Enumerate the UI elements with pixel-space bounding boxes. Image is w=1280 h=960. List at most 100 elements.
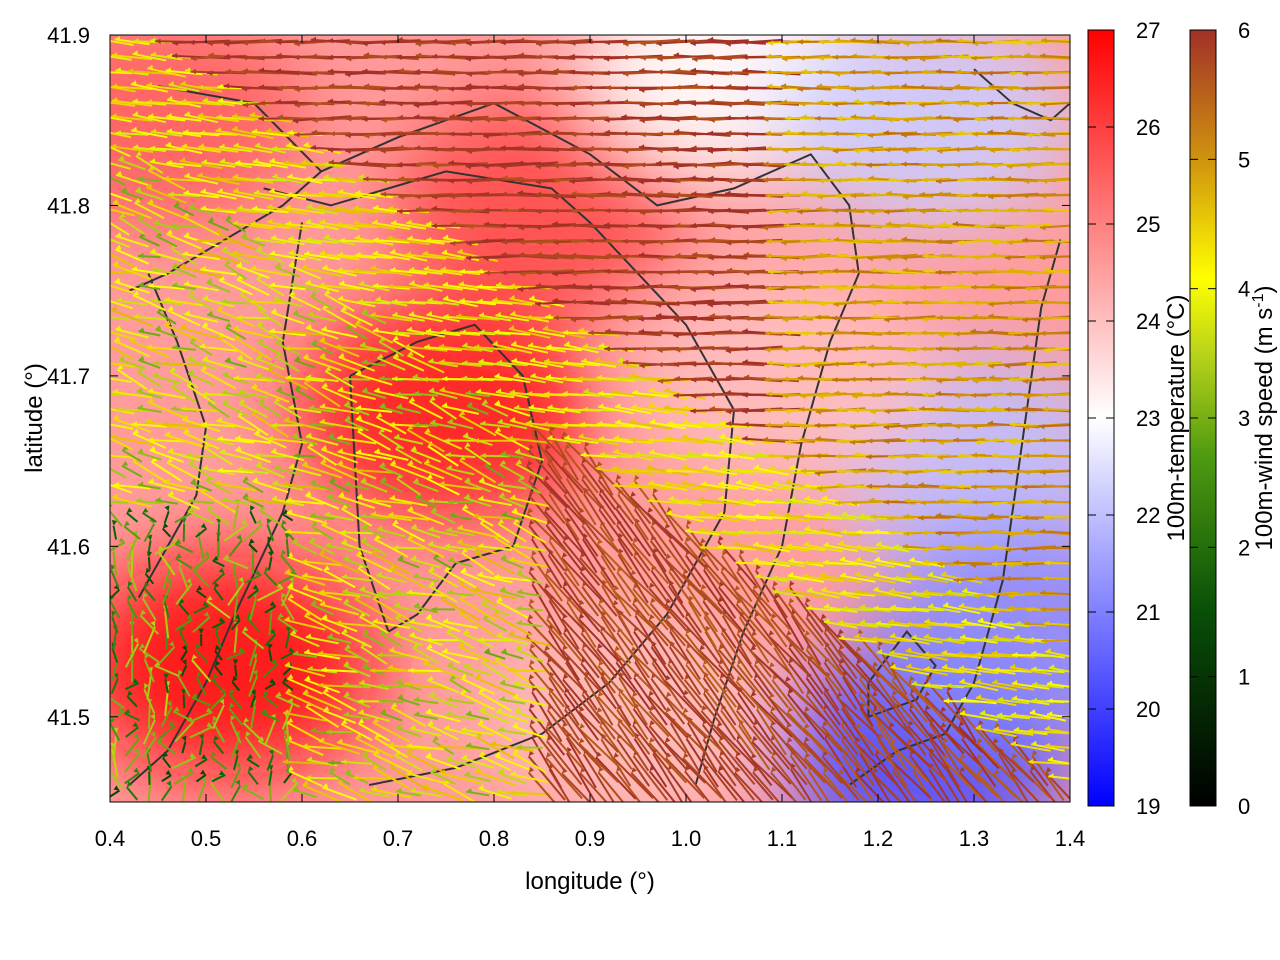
wind-arrow [500,648,524,660]
wind-arrow [264,678,276,690]
wind-arrow [449,674,472,694]
wind-arrow [125,678,140,691]
wind-arrow [285,687,325,712]
wind-arrow [171,752,197,770]
wind-arrow [767,630,810,676]
wind-arrow [275,691,301,708]
wind-arrow [142,731,157,759]
wind-arrow [1045,648,1070,658]
wind-arrow [889,632,930,645]
wind-arrow [773,593,805,651]
wind-arrow [460,688,496,711]
wind-arrow [387,741,430,751]
wind-arrow [888,752,932,799]
wind-arrow [923,690,965,738]
wind-arrow [649,597,686,647]
wind-arrow [648,614,688,662]
wind-arrow [958,665,999,675]
wind-arrow [595,707,636,753]
wind-arrow [993,722,1033,768]
temperature-region-5 [776,35,1070,231]
wind-arrow [261,708,280,722]
wind-colorbar-label: 100m-wind speed (m s-1) [1250,286,1278,551]
wind-arrow [719,672,755,725]
wind-arrow [941,663,982,676]
wind-arrow [142,713,156,745]
wind-arrow [306,756,338,767]
wind-arrow [397,693,421,706]
temperature-region-1 [296,299,596,520]
wind-arrow [528,703,566,756]
wind-arrow [648,737,688,784]
colorbar-tick-label: 27 [1136,18,1160,43]
wind-arrow [561,767,592,802]
wind-arrow [785,630,827,676]
wind-arrow [458,641,498,666]
wind-arrow [413,696,439,705]
wind-arrow [355,733,393,758]
wind-arrow [264,628,277,647]
wind-arrow [685,643,720,693]
wind-arrow [228,702,244,726]
wind-arrow [396,678,421,691]
wind-arrow [958,766,988,802]
wind-arrow [358,708,390,722]
wind-arrow [174,614,194,631]
wind-arrow [597,691,635,738]
wind-arrow [242,782,264,801]
wind-arrow [286,673,323,695]
x-tick-label: 0.6 [287,826,318,851]
wind-arrow [474,672,516,696]
wind-arrow [648,720,687,770]
wind-arrow [285,626,291,649]
wind-arrow [377,652,406,658]
wind-arrow [508,790,551,796]
wind-arrow [191,654,212,683]
wind-arrow [945,682,978,689]
wind-arrow [262,690,279,709]
wind-arrow [464,771,492,783]
wind-arrow [854,766,885,802]
wind-arrow [871,767,903,802]
plot-area [110,35,1070,802]
wind-arrow [124,637,140,668]
y-tick-label: 41.7 [47,364,90,389]
wind-arrow [718,659,756,708]
wind-arrow [246,612,260,633]
wind-arrow [427,675,460,694]
wind-arrow [753,658,789,709]
wind-arrow [442,618,478,629]
x-tick-label: 0.8 [479,826,510,851]
wind-arrow [516,619,543,628]
wind-arrow [770,613,808,662]
wind-arrow [496,707,529,724]
wind-arrow [577,599,620,645]
wind-arrow [750,630,793,676]
wind-arrow [484,647,506,660]
wind-arrow [1029,709,1067,722]
wind-arrow [284,661,326,678]
wind-arrow [1010,711,1051,720]
wind-arrow [960,696,997,705]
wind-arrow [1011,695,1050,706]
wind-arrow [514,706,545,724]
wind-arrow [612,600,655,645]
wind-vectors [110,36,1070,802]
wind-arrow [246,753,260,768]
wind-arrow [180,644,188,661]
wind-arrow [578,737,619,783]
wind-arrow [428,691,458,709]
wind-arrow [546,657,582,710]
x-axis-title: longitude (°) [525,868,655,895]
wind-arrow [340,719,373,742]
wind-arrow [735,675,773,722]
colorbar-tick-label: 0 [1238,794,1250,819]
wind-arrow [994,666,1033,673]
wind-arrow [409,724,442,737]
wind-arrow [352,774,396,781]
wind-arrow [327,633,352,644]
wind-arrow [499,679,525,690]
wind-arrow [735,704,773,755]
wind-arrow [751,735,792,785]
wind-arrow [191,692,211,707]
